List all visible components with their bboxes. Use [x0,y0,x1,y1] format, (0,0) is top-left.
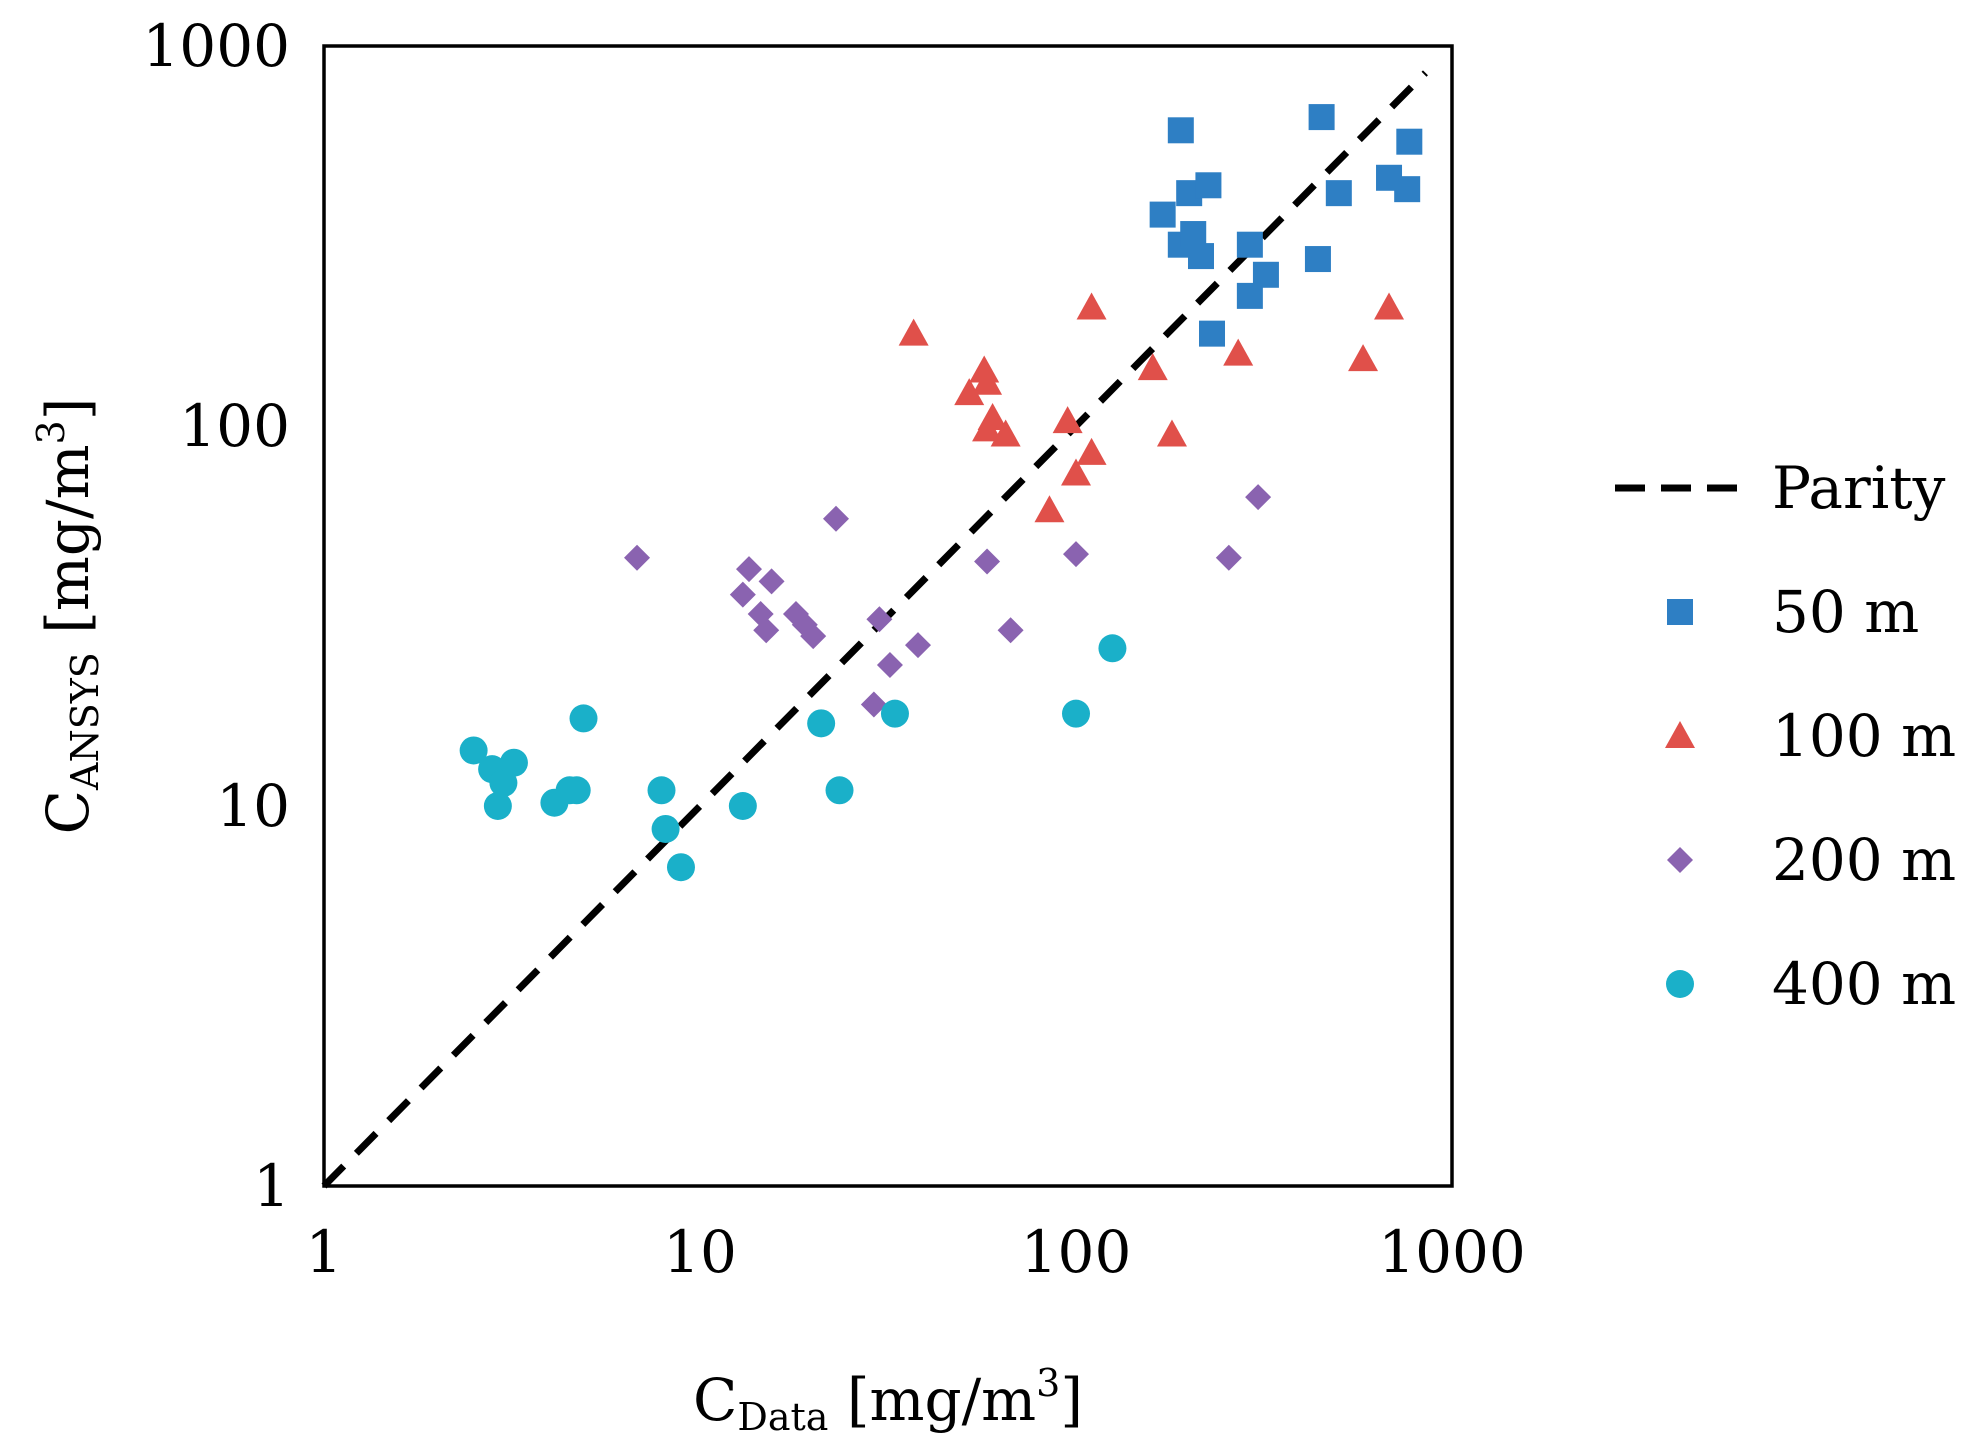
data-point [1034,495,1065,523]
data-point [954,378,985,406]
data-point [1156,419,1187,447]
data-point [569,704,598,733]
data-point [1245,484,1272,511]
y-axis-title-sub: ANSYS [63,652,107,791]
plot-area [321,70,1428,1189]
data-point [1076,292,1107,320]
x-tick-label: 1000 [1378,1218,1526,1286]
data-point [483,792,512,820]
data-point [823,505,850,532]
x-axis-title-unit-sup: 3 [1036,1361,1060,1405]
legend-symbol [1667,847,1693,873]
data-point [1187,243,1214,270]
data-point [876,651,903,678]
data-point [736,556,763,583]
data-point [1180,221,1207,248]
data-point [866,606,893,633]
data-point [974,548,1001,575]
series-100-m [898,292,1405,523]
data-point [1062,699,1090,728]
data-point [1098,634,1127,663]
y-tick-label: 1 [253,1152,290,1220]
data-point [1325,180,1352,207]
data-point [997,617,1024,644]
series-50-m [1149,104,1423,347]
series-400-m [459,634,1127,882]
y-tick-label: 1000 [142,12,290,80]
data-point [459,736,488,765]
data-point [1374,292,1405,320]
y-axis-title-unit: [mg/m [34,444,102,652]
data-point [728,792,757,820]
x-axis-title-sub: Data [737,1395,828,1439]
x-axis-title-unit: [mg/m [828,1366,1036,1434]
x-axis-title-unit-close: ] [1060,1366,1083,1434]
legend-symbol [1665,721,1695,748]
data-point [1215,544,1242,571]
data-point [1052,406,1083,434]
x-tick-label: 100 [1021,1218,1132,1286]
data-point [753,617,780,644]
legend-label: 200 m [1772,826,1956,894]
data-point [1063,541,1089,568]
data-point [1304,246,1331,273]
data-point [898,318,929,346]
x-axis-title: CData [mg/m3] [693,1361,1083,1439]
x-tick-label: 10 [663,1218,737,1286]
data-point [1348,344,1379,372]
data-point [972,367,1003,395]
y-axis-title-unit-close: ] [34,398,102,421]
x-tick-label: 1 [306,1218,343,1286]
y-tick-label: 100 [179,392,290,460]
legend-label: 50 m [1772,578,1919,646]
data-point [1396,128,1423,155]
legend-label: 100 m [1772,702,1956,770]
data-point [651,814,680,843]
data-point [1252,261,1279,288]
data-point [1137,353,1168,381]
y-tick-label: 10 [216,772,290,840]
data-point [1394,176,1421,203]
data-point [1199,320,1226,347]
data-point [1308,104,1335,131]
parity-line [321,70,1428,1189]
data-point [972,414,1003,442]
data-point [880,699,909,728]
data-point [904,632,931,659]
legend-symbol [1666,970,1694,998]
data-point [647,776,676,805]
x-axis-title-base: C [693,1366,737,1434]
y-axis-title: CANSYS [mg/m3] [29,398,107,835]
data-point [825,776,854,805]
data-point [1223,338,1254,366]
x-axis-tick-labels: 1 10 100 1000 [306,1218,1526,1286]
data-point [1167,117,1194,144]
data-point [758,568,785,595]
data-point [499,748,528,777]
data-point [1076,437,1107,465]
data-point [562,776,591,805]
data-point [1061,458,1091,486]
data-point [666,853,695,882]
legend: Parity 50 m 100 m 200 m 400 m [1615,454,1956,1018]
legend-label: 400 m [1772,950,1956,1018]
data-point [807,709,836,738]
legend-label-parity: Parity [1772,454,1946,522]
data-point [1236,231,1263,258]
plot-frame [322,44,1454,1188]
y-axis-tick-labels: 1 10 100 1000 [142,12,290,1220]
data-point [990,419,1021,447]
series-200-m [624,484,1272,718]
data-point [1195,172,1222,199]
legend-symbol [1667,599,1693,625]
y-axis-title-unit-sup: 3 [29,420,73,444]
data-point [729,581,756,608]
data-point [860,691,887,718]
data-point [624,544,651,571]
data-point [800,623,827,650]
data-point [1149,201,1176,228]
data-point [969,355,1000,383]
y-axis-title-base: C [34,790,102,834]
